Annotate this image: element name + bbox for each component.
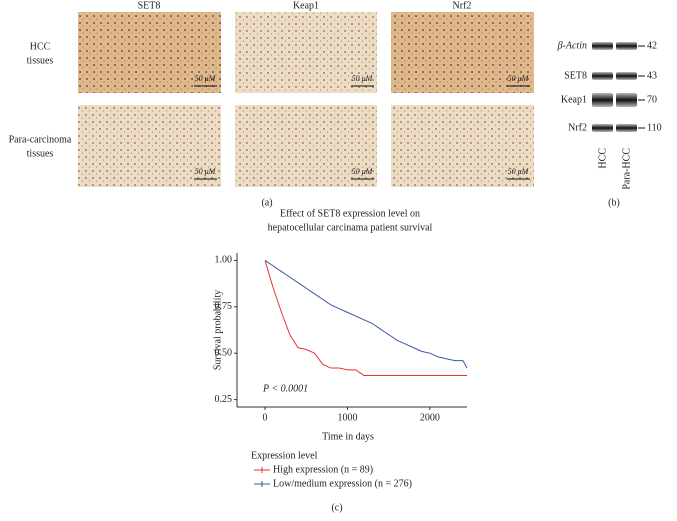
chart-title: hepatocellular carcinama patient surviva… xyxy=(268,222,433,233)
row-label: tissues xyxy=(27,148,54,159)
legend-label: Low/medium expression (n = 276) xyxy=(273,478,412,489)
survival-curve xyxy=(264,260,468,369)
x-tick-label: 2000 xyxy=(420,412,440,423)
row-label: tissues xyxy=(27,55,54,66)
y-tick-label: 0.25 xyxy=(215,394,233,405)
x-tick-label: 0 xyxy=(263,412,268,423)
survival-curve xyxy=(264,260,467,376)
tissue-image xyxy=(78,12,221,93)
y-tick-label: 0.75 xyxy=(215,301,233,312)
column-label: Nrf2 xyxy=(453,0,472,11)
x-axis-label: Time in days xyxy=(322,431,374,442)
size-label: 43 xyxy=(647,70,657,81)
x-tick-label: 1000 xyxy=(337,412,357,423)
blot-band xyxy=(592,124,613,132)
chart-title: Effect of SET8 expression level on xyxy=(280,208,420,219)
legend-label: High expression (n = 89) xyxy=(273,464,373,475)
protein-label: Nrf2 xyxy=(568,122,587,133)
blot-band xyxy=(592,42,613,50)
scale-bar-label: 50 μM xyxy=(195,167,217,176)
lane-label: Para-HCC xyxy=(621,148,632,190)
blot-band xyxy=(616,42,637,50)
panel-c: Effect of SET8 expression level on hepato… xyxy=(212,208,468,513)
scale-bar-label: 50 μM xyxy=(508,167,530,176)
row-label: Para-carcinoma xyxy=(9,134,72,145)
scale-bar-label: 50 μM xyxy=(195,74,217,83)
scale-bar-label: 50 μM xyxy=(508,74,530,83)
caption: (c) xyxy=(331,502,342,513)
y-tick-label: 1.00 xyxy=(215,255,233,266)
blot-band xyxy=(592,93,613,107)
tissue-image xyxy=(235,12,377,93)
lane-label: HCC xyxy=(597,148,608,169)
caption: (a) xyxy=(261,197,272,208)
panel-b: β-Actin 42 SET8 43 Keap1 70 Nrf2 110 HCC Para-HCC… xyxy=(557,40,662,208)
column-label: SET8 xyxy=(138,0,161,11)
size-label: 70 xyxy=(647,94,657,105)
tissue-image xyxy=(78,105,221,187)
protein-label: Keap1 xyxy=(561,94,587,105)
tissue-image xyxy=(235,105,377,187)
annotation: P < 0.0001 xyxy=(262,383,308,394)
panel-a: SET8 Keap1 Nrf2 HCC tissues Para-carcinoma tis… xyxy=(9,0,534,208)
protein-label: β-Actin xyxy=(557,40,587,51)
protein-label: SET8 xyxy=(564,70,587,81)
y-tick-label: 0.50 xyxy=(215,347,233,358)
row-label: HCC xyxy=(30,41,51,52)
size-label: 42 xyxy=(647,40,657,51)
blot-band xyxy=(592,72,613,80)
tissue-image xyxy=(391,12,534,93)
scale-bar-label: 50 μM xyxy=(352,74,374,83)
blot-band xyxy=(616,93,637,107)
blot-band xyxy=(616,72,637,80)
tissue-image xyxy=(391,105,534,187)
legend-title: Expression level xyxy=(251,450,318,461)
y-axis-label: Survival probability xyxy=(212,290,223,370)
column-label: Keap1 xyxy=(293,0,319,11)
caption: (b) xyxy=(608,197,620,208)
scale-bar-label: 50 μM xyxy=(352,167,374,176)
size-label: 110 xyxy=(647,122,662,133)
blot-band xyxy=(616,124,637,132)
